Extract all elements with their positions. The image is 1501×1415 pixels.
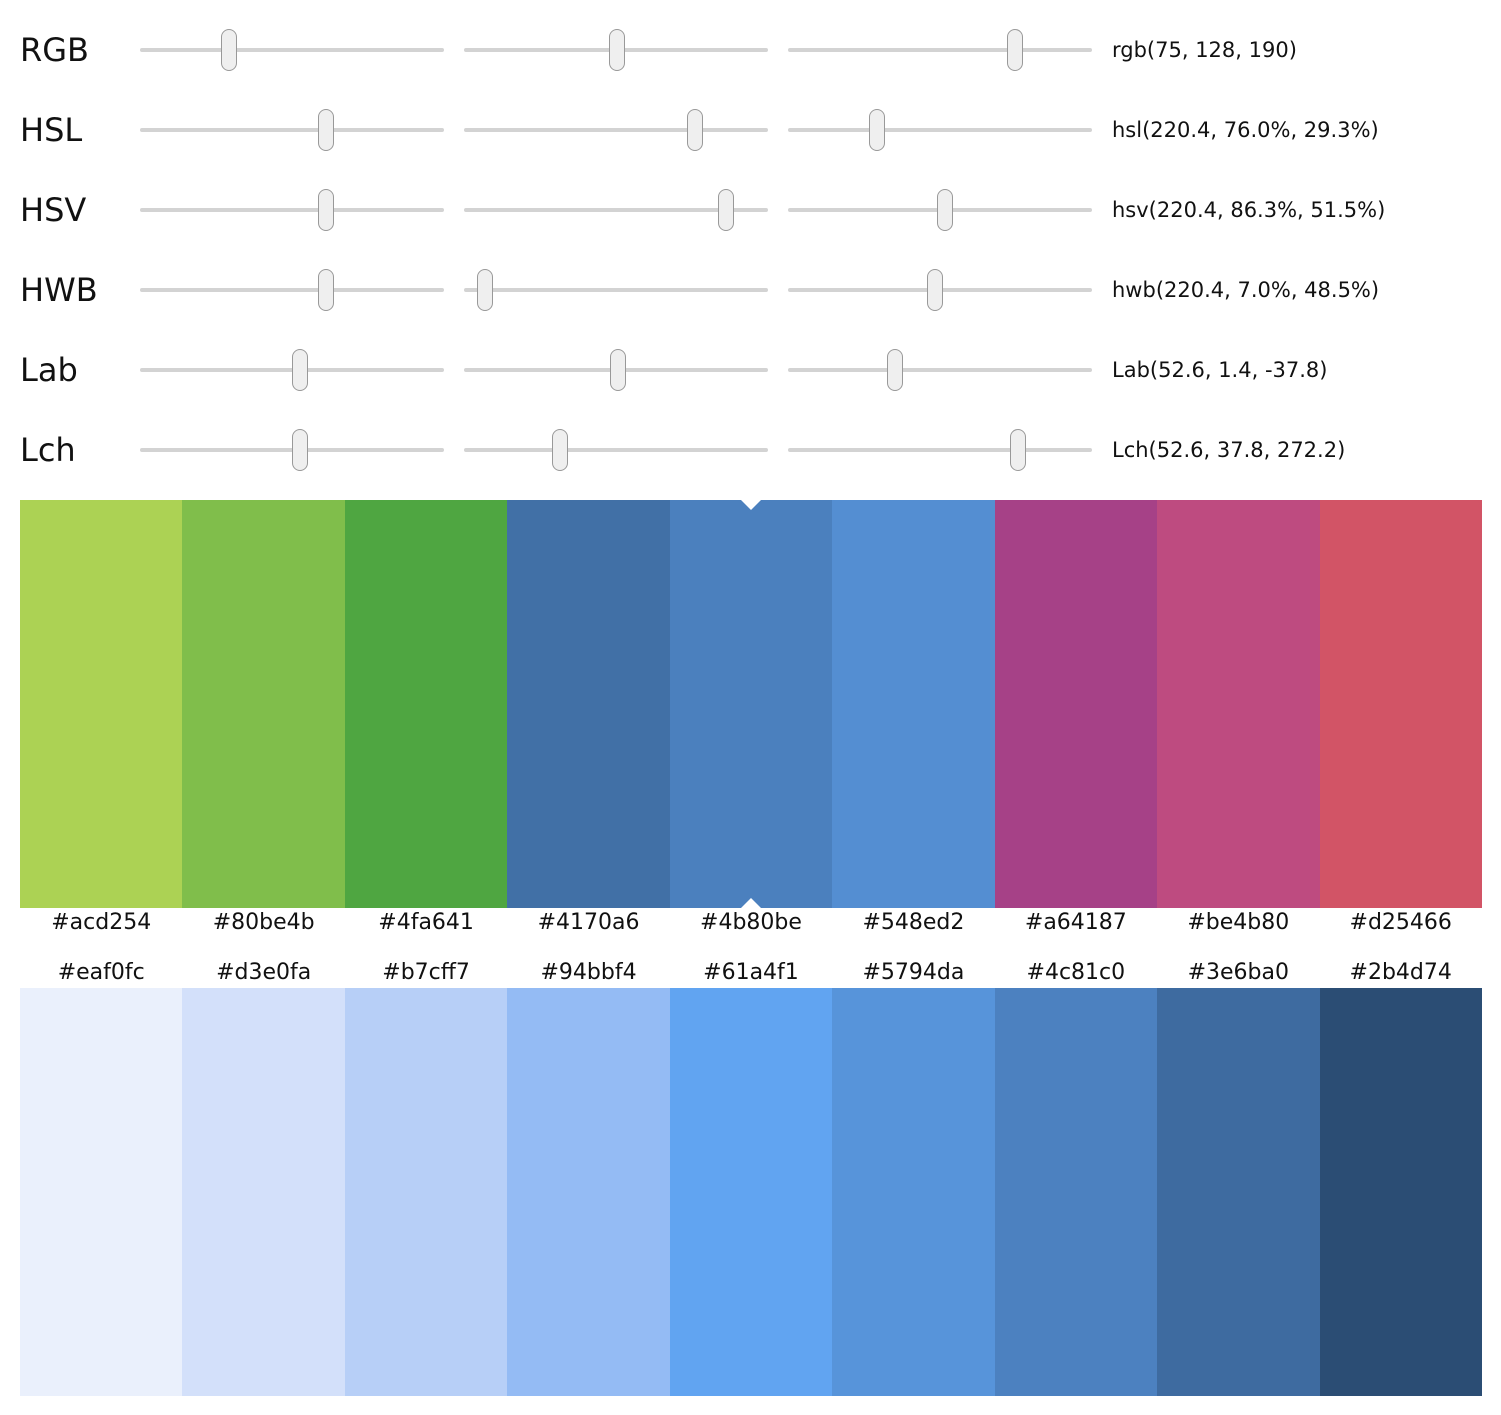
- slider-thumb[interactable]: [1006, 29, 1023, 71]
- swatch-hex-label: #3e6ba0: [1187, 960, 1289, 985]
- slider-thumb[interactable]: [869, 109, 886, 151]
- swatch-hex-label: #4b80be: [700, 910, 802, 935]
- color-value-text: rgb(75, 128, 190): [1112, 38, 1297, 62]
- slider-row-lch: Lch Lch(52.6, 37.8, 272.2): [0, 410, 1501, 490]
- harmony-palette: [20, 500, 1482, 908]
- slider-track[interactable]: [140, 429, 444, 471]
- color-space-label: RGB: [20, 31, 89, 69]
- color-swatch[interactable]: [507, 500, 670, 908]
- slider-thumb[interactable]: [1009, 429, 1026, 471]
- slider-track[interactable]: [464, 429, 768, 471]
- slider-row-hwb: HWB hwb(220.4, 7.0%, 48.5%): [0, 250, 1501, 330]
- color-swatch[interactable]: [344, 500, 508, 908]
- color-space-label: HSV: [20, 191, 87, 229]
- color-swatch[interactable]: [182, 500, 345, 908]
- slider-thumb[interactable]: [551, 429, 568, 471]
- harmony-palette-labels: #acd254 #80be4b #4fa641 #4170a6 #4b80be #548e…: [20, 908, 1482, 938]
- slider-track[interactable]: [788, 349, 1092, 391]
- color-swatch[interactable]: [1319, 500, 1482, 908]
- selected-marker-icon: [740, 898, 761, 908]
- color-swatch[interactable]: [507, 988, 670, 1396]
- swatch-hex-label: #4170a6: [537, 910, 640, 935]
- swatch-hex-label: #eaf0fc: [57, 960, 145, 985]
- slider-track[interactable]: [140, 109, 444, 151]
- slider-thumb[interactable]: [318, 109, 335, 151]
- shade-palette-labels: #eaf0fc #d3e0fa #b7cff7 #94bbf4 #61a4f1 #5794…: [20, 958, 1482, 988]
- slider-track[interactable]: [788, 109, 1092, 151]
- color-space-label: Lab: [20, 351, 78, 389]
- color-value-text: Lch(52.6, 37.8, 272.2): [1112, 438, 1346, 462]
- color-swatch[interactable]: [20, 500, 183, 908]
- slider-track[interactable]: [464, 269, 768, 311]
- color-value-text: hwb(220.4, 7.0%, 48.5%): [1112, 278, 1380, 302]
- swatch-hex-label: #61a4f1: [703, 960, 799, 985]
- slider-thumb[interactable]: [608, 29, 625, 71]
- color-swatch[interactable]: [20, 988, 183, 1396]
- swatch-hex-label: #be4b80: [1187, 910, 1290, 935]
- swatch-hex-label: #94bbf4: [540, 960, 637, 985]
- slider-thumb[interactable]: [687, 109, 704, 151]
- slider-thumb[interactable]: [477, 269, 494, 311]
- color-swatch[interactable]: [1157, 988, 1320, 1396]
- slider-thumb[interactable]: [609, 349, 626, 391]
- color-swatch[interactable]: [182, 988, 345, 1396]
- slider-row-lab: Lab Lab(52.6, 1.4, -37.8): [0, 330, 1501, 410]
- color-swatch[interactable]: [344, 988, 508, 1396]
- slider-track[interactable]: [788, 29, 1092, 71]
- slider-row-hsv: HSV hsv(220.4, 86.3%, 51.5%): [0, 170, 1501, 250]
- slider-row-hsl: HSL hsl(220.4, 76.0%, 29.3%): [0, 90, 1501, 170]
- slider-track[interactable]: [788, 269, 1092, 311]
- slider-thumb[interactable]: [718, 189, 735, 231]
- color-swatch[interactable]: [994, 500, 1158, 908]
- slider-thumb[interactable]: [291, 349, 308, 391]
- color-swatch[interactable]: [832, 500, 995, 908]
- swatch-hex-label: #548ed2: [862, 910, 965, 935]
- slider-thumb[interactable]: [291, 429, 308, 471]
- shade-palette: [20, 988, 1482, 1396]
- color-swatch[interactable]: [1319, 988, 1482, 1396]
- slider-thumb[interactable]: [936, 189, 953, 231]
- slider-track[interactable]: [140, 349, 444, 391]
- swatch-hex-label: #2b4d74: [1349, 960, 1452, 985]
- color-space-label: HWB: [20, 271, 98, 309]
- color-value-text: hsl(220.4, 76.0%, 29.3%): [1112, 118, 1379, 142]
- slider-track[interactable]: [140, 189, 444, 231]
- slider-thumb[interactable]: [887, 349, 904, 391]
- color-swatch[interactable]: [669, 988, 833, 1396]
- color-space-label: Lch: [20, 431, 76, 469]
- color-value-text: Lab(52.6, 1.4, -37.8): [1112, 358, 1328, 382]
- slider-track[interactable]: [788, 189, 1092, 231]
- slider-track[interactable]: [464, 189, 768, 231]
- slider-track[interactable]: [140, 269, 444, 311]
- swatch-hex-label: #a64187: [1024, 910, 1127, 935]
- slider-row-rgb: RGB rgb(75, 128, 190): [0, 10, 1501, 90]
- swatch-hex-label: #4c81c0: [1026, 960, 1126, 985]
- color-swatch[interactable]: [669, 500, 833, 908]
- swatch-hex-label: #d3e0fa: [216, 960, 312, 985]
- swatch-hex-label: #d25466: [1349, 910, 1452, 935]
- swatch-hex-label: #b7cff7: [382, 960, 470, 985]
- slider-thumb[interactable]: [221, 29, 238, 71]
- slider-track[interactable]: [464, 349, 768, 391]
- slider-track[interactable]: [788, 429, 1092, 471]
- color-value-text: hsv(220.4, 86.3%, 51.5%): [1112, 198, 1386, 222]
- slider-track[interactable]: [140, 29, 444, 71]
- slider-track[interactable]: [464, 109, 768, 151]
- swatch-hex-label: #4fa641: [378, 910, 474, 935]
- slider-thumb[interactable]: [318, 189, 335, 231]
- color-swatch[interactable]: [1157, 500, 1320, 908]
- color-swatch[interactable]: [832, 988, 995, 1396]
- slider-track[interactable]: [464, 29, 768, 71]
- slider-thumb[interactable]: [318, 269, 335, 311]
- swatch-hex-label: #acd254: [51, 910, 152, 935]
- swatch-hex-label: #5794da: [862, 960, 965, 985]
- swatch-hex-label: #80be4b: [212, 910, 315, 935]
- selected-marker-icon: [740, 500, 761, 510]
- color-swatch[interactable]: [994, 988, 1158, 1396]
- slider-thumb[interactable]: [927, 269, 944, 311]
- color-space-label: HSL: [20, 111, 83, 149]
